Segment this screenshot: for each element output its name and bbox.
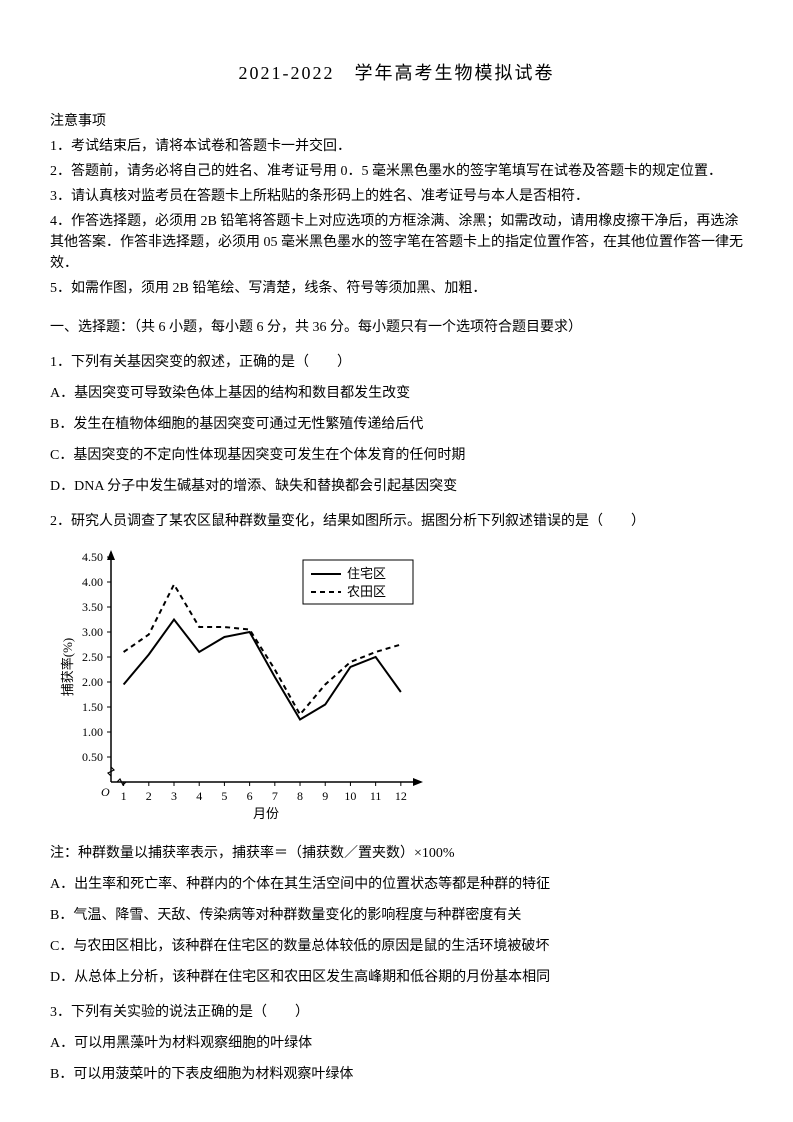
notice-line-2: 2．答题前，请务必将自己的姓名、准考证号用 0．5 毫米黑色墨水的签字笔填写在试… <box>50 161 743 182</box>
svg-text:3: 3 <box>171 789 177 803</box>
svg-text:10: 10 <box>344 789 356 803</box>
svg-text:4: 4 <box>196 789 202 803</box>
svg-text:住宅区: 住宅区 <box>347 566 386 581</box>
q2-opt-c: C．与农田区相比，该种群在住宅区的数量总体较低的原因是鼠的生活环境被破坏 <box>50 936 743 957</box>
section-1-heading: 一、选择题：（共 6 小题，每小题 6 分，共 36 分。每小题只有一个选项符合… <box>50 317 743 338</box>
svg-text:11: 11 <box>370 789 382 803</box>
q2-opt-a: A．出生率和死亡率、种群内的个体在其生活空间中的位置状态等都是种群的特征 <box>50 874 743 895</box>
q3-stem: 3．下列有关实验的说法正确的是（ ） <box>50 1002 743 1023</box>
svg-text:2.00: 2.00 <box>82 675 103 689</box>
line-chart-svg: 0.501.001.502.002.503.003.504.004.501234… <box>56 542 436 822</box>
svg-text:2.50: 2.50 <box>82 650 103 664</box>
svg-text:月份: 月份 <box>253 806 279 821</box>
q1-opt-c: C．基因突变的不定向性体现基因突变可发生在个体发育的任何时期 <box>50 445 743 466</box>
page-title: 2021-2022 学年高考生物模拟试卷 <box>50 60 743 87</box>
q1-opt-a: A．基因突变可导致染色体上基因的结构和数目都发生改变 <box>50 383 743 404</box>
q3-opt-b: B．可以用菠菜叶的下表皮细胞为材料观察叶绿体 <box>50 1064 743 1085</box>
q1-opt-b: B．发生在植物体细胞的基因突变可通过无性繁殖传递给后代 <box>50 414 743 435</box>
svg-text:3.00: 3.00 <box>82 625 103 639</box>
q2-opt-b: B．气温、降雪、天敌、传染病等对种群数量变化的影响程度与种群密度有关 <box>50 905 743 926</box>
notice-line-1: 1．考试结束后，请将本试卷和答题卡一并交回． <box>50 136 743 157</box>
notice-line-3: 3．请认真核对监考员在答题卡上所粘贴的条形码上的姓名、准考证号与本人是否相符． <box>50 186 743 207</box>
svg-text:8: 8 <box>297 789 303 803</box>
svg-text:4.00: 4.00 <box>82 575 103 589</box>
svg-text:4.50: 4.50 <box>82 550 103 564</box>
notice-line-4: 4．作答选择题，必须用 2B 铅笔将答题卡上对应选项的方框涂满、涂黑；如需改动，… <box>50 211 743 274</box>
svg-text:12: 12 <box>395 789 407 803</box>
svg-text:0.50: 0.50 <box>82 750 103 764</box>
svg-text:农田区: 农田区 <box>347 584 386 599</box>
q2-opt-d: D．从总体上分析，该种群在住宅区和农田区发生高峰期和低谷期的月份基本相同 <box>50 967 743 988</box>
q2-stem: 2．研究人员调查了某农区鼠种群数量变化，结果如图所示。据图分析下列叙述错误的是（… <box>50 511 743 532</box>
q3-opt-a: A．可以用黑藻叶为材料观察细胞的叶绿体 <box>50 1033 743 1054</box>
svg-text:O: O <box>101 785 110 799</box>
svg-text:2: 2 <box>146 789 152 803</box>
q1-stem: 1．下列有关基因突变的叙述，正确的是（ ） <box>50 352 743 373</box>
svg-text:3.50: 3.50 <box>82 600 103 614</box>
q2-note: 注：种群数量以捕获率表示，捕获率＝（捕获数／置夹数）×100% <box>50 843 743 864</box>
svg-text:7: 7 <box>272 789 278 803</box>
svg-text:1: 1 <box>121 789 127 803</box>
svg-text:1.50: 1.50 <box>82 700 103 714</box>
notice-line-5: 5．如需作图，须用 2B 铅笔绘、写清楚，线条、符号等须加黑、加粗． <box>50 278 743 299</box>
svg-text:9: 9 <box>322 789 328 803</box>
svg-text:5: 5 <box>221 789 227 803</box>
q2-chart: 0.501.001.502.002.503.003.504.004.501234… <box>56 542 743 829</box>
svg-text:6: 6 <box>247 789 253 803</box>
notice-heading: 注意事项 <box>50 111 743 132</box>
svg-text:1.00: 1.00 <box>82 725 103 739</box>
q1-opt-d: D．DNA 分子中发生碱基对的增添、缺失和替换都会引起基因突变 <box>50 476 743 497</box>
svg-text:捕获率(%): 捕获率(%) <box>60 638 75 697</box>
